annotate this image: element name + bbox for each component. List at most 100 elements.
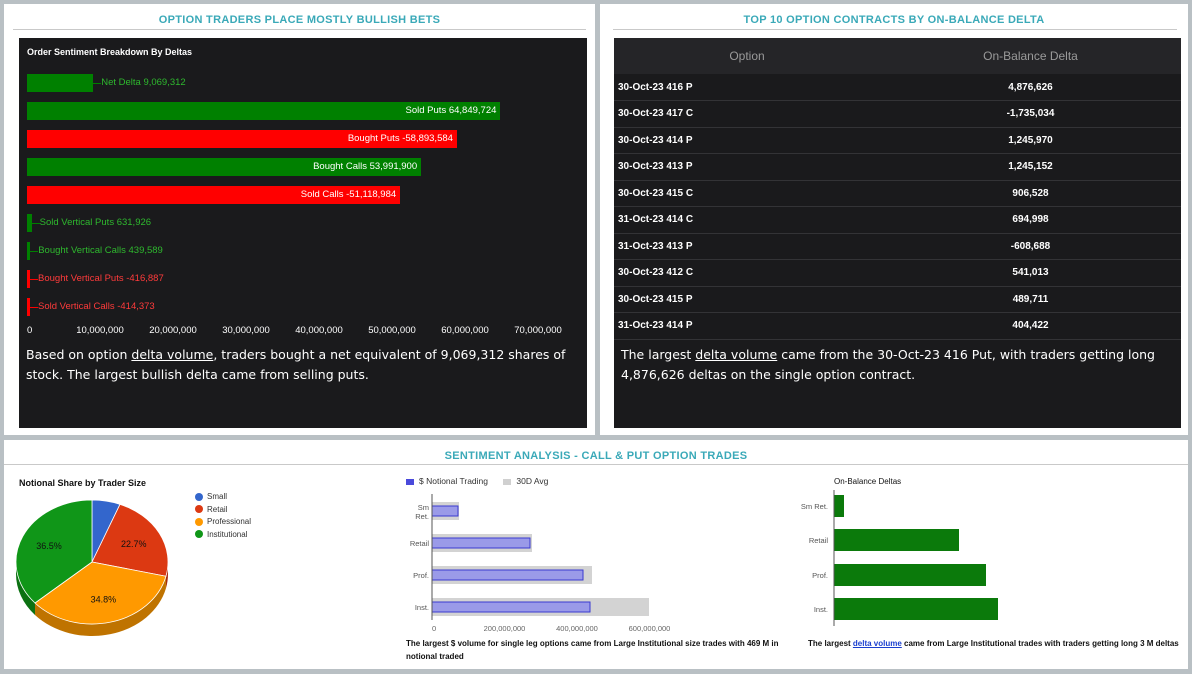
axis-tick: 10,000,000 <box>76 325 124 336</box>
option-cell: 30-Oct-23 412 C <box>614 259 880 287</box>
delta-summary: Based on option delta volume, traders bo… <box>26 345 581 385</box>
delta-bar[interactable]: Sold Puts 64,849,724 <box>27 102 501 120</box>
bar-label: Sold Vertical Puts 631,926 <box>39 217 152 228</box>
pie-label: 34.8% <box>91 594 117 604</box>
panel-title: SENTIMENT ANALYSIS - CALL & PUT OPTION T… <box>444 450 748 462</box>
delta-cell: -1,735,034 <box>880 100 1181 128</box>
axis-tick: 50,000,000 <box>368 325 416 336</box>
contracts-summary: The largest delta volume came from the 3… <box>621 345 1171 385</box>
delta-cell: 489,711 <box>880 286 1181 313</box>
bar-label-connector <box>30 251 39 252</box>
option-cell: 31-Oct-23 413 P <box>614 233 880 260</box>
delta-cell: 1,245,970 <box>880 127 1181 154</box>
bar-label: Bought Vertical Puts -416,887 <box>38 273 164 284</box>
panel-bullish-bets: OPTION TRADERS PLACE MOSTLY BULLISH BETS… <box>4 4 595 435</box>
legend-swatch <box>406 478 414 485</box>
onbalance-note: The largest delta volume came from Large… <box>808 637 1188 650</box>
notional-bar[interactable] <box>431 569 584 581</box>
pie-slice-professional[interactable] <box>34 561 167 625</box>
legend-notional: $ Notional Trading <box>419 476 488 486</box>
legend-item[interactable]: Retail <box>195 505 227 514</box>
option-cell: 30-Oct-23 414 P <box>614 127 880 154</box>
delta-bar[interactable]: Sold Calls -51,118,984 <box>27 186 401 204</box>
bar-label: Net Delta 9,069,312 <box>101 77 186 88</box>
delta-bar[interactable]: Bought Puts -58,893,584 <box>27 130 457 148</box>
legend-item[interactable]: Professional <box>195 517 251 526</box>
table-row[interactable]: 31-Oct-23 413 P -608,688 <box>614 233 1181 260</box>
table-row[interactable]: 30-Oct-23 417 C -1,735,034 <box>614 100 1181 128</box>
axis-tick: 0 <box>27 325 33 336</box>
notional-bar[interactable] <box>431 505 459 517</box>
notional-bar[interactable] <box>431 601 591 613</box>
pie-label: 36.5% <box>36 541 62 551</box>
table-row[interactable]: 30-Oct-23 415 C 906,528 <box>614 180 1181 207</box>
category-label: Inst. <box>415 603 429 612</box>
bar-label-connector <box>93 83 102 84</box>
legend-label: Small <box>207 492 228 501</box>
category-label: Sm Ret. <box>801 502 828 511</box>
delta-bar[interactable] <box>27 270 31 288</box>
note-text: came from Large Institutional trades wit… <box>901 639 1179 648</box>
pie-slice-institutional[interactable] <box>15 499 93 604</box>
category-label-part: Sm <box>418 503 429 512</box>
panel-title: TOP 10 OPTION CONTRACTS BY ON-BALANCE DE… <box>743 14 1045 26</box>
table-row[interactable]: 31-Oct-23 414 P 404,422 <box>614 312 1181 340</box>
delta-volume-link[interactable]: delta volume <box>852 639 902 648</box>
axis-tick: 600,000,000 <box>629 624 671 633</box>
panel-title: OPTION TRADERS PLACE MOSTLY BULLISH BETS <box>158 14 441 26</box>
table-row[interactable]: 30-Oct-23 414 P 1,245,970 <box>614 127 1181 154</box>
table-row[interactable]: 30-Oct-23 412 C 541,013 <box>614 259 1181 287</box>
table-row[interactable]: 31-Oct-23 414 C 694,998 <box>614 206 1181 234</box>
option-cell: 31-Oct-23 414 C <box>614 206 880 234</box>
onbalance-bar[interactable] <box>834 495 844 517</box>
bar-label-connector <box>31 223 40 224</box>
category-label: Sm Ret. <box>415 503 429 521</box>
delta-bar[interactable] <box>27 214 32 232</box>
onbalance-bar[interactable] <box>834 564 986 586</box>
delta-cell: 541,013 <box>880 259 1181 287</box>
axis-tick: 400,000,000 <box>556 624 598 633</box>
bar-label: Sold Calls -51,118,984 <box>300 189 397 200</box>
axis-tick: 40,000,000 <box>295 325 343 336</box>
delta-volume-link[interactable]: delta volume <box>131 347 214 362</box>
legend-dot <box>195 530 203 539</box>
onbalance-title: On-Balance Deltas <box>834 477 902 486</box>
col-delta[interactable]: On-Balance Delta <box>880 38 1181 74</box>
legend-dot <box>195 517 203 526</box>
legend-item[interactable]: Institutional <box>195 530 247 539</box>
category-label-part: Ret. <box>415 512 429 521</box>
category-label: Retail <box>809 536 829 545</box>
legend-item[interactable]: Small <box>195 492 227 501</box>
delta-cell: 1,245,152 <box>880 153 1181 181</box>
summary-text: , traders bought a net equivalent of 9,0… <box>26 347 566 382</box>
legend-label: Retail <box>207 504 228 514</box>
divider <box>4 464 1188 465</box>
delta-bar[interactable]: Bought Calls 53,991,900 <box>27 158 422 176</box>
delta-bar[interactable] <box>27 298 31 316</box>
bar-label: Bought Puts -58,893,584 <box>347 133 453 144</box>
axis-tick: 0 <box>432 624 436 633</box>
onbalance-bar[interactable] <box>834 598 998 620</box>
delta-cell: 694,998 <box>880 206 1181 234</box>
table-row[interactable]: 30-Oct-23 415 P 489,711 <box>614 286 1181 313</box>
summary-text: The largest <box>621 347 696 362</box>
axis-tick: 200,000,000 <box>484 624 526 633</box>
table-row[interactable]: 30-Oct-23 416 P 4,876,626 <box>614 74 1181 101</box>
panel-sentiment: SENTIMENT ANALYSIS - CALL & PUT OPTION T… <box>4 440 1188 669</box>
delta-bar[interactable] <box>27 242 31 260</box>
legend-avg: 30D Avg <box>516 476 549 486</box>
summary-text: came from the 30-Oct-23 416 Put, with tr… <box>621 347 1155 382</box>
chart-title: Order Sentiment Breakdown By Deltas <box>27 47 193 57</box>
pie-slice-retail[interactable] <box>91 503 169 577</box>
delta-cell: 404,422 <box>880 312 1181 340</box>
option-cell: 30-Oct-23 415 C <box>614 180 880 207</box>
delta-volume-link[interactable]: delta volume <box>695 347 778 362</box>
table-row[interactable]: 30-Oct-23 413 P 1,245,152 <box>614 153 1181 181</box>
col-option[interactable]: Option <box>614 38 880 74</box>
notional-bar[interactable] <box>431 537 531 549</box>
delta-chart: Order Sentiment Breakdown By Deltas Net … <box>19 38 587 428</box>
onbalance-bar[interactable] <box>834 529 959 551</box>
delta-bar[interactable] <box>27 74 94 92</box>
